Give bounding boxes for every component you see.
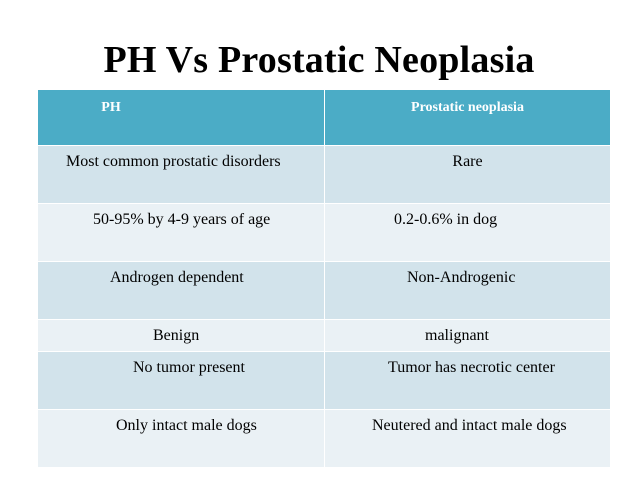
table-cell: Neutered and intact male dogs	[324, 409, 611, 468]
table-row: No tumor present Tumor has necrotic cent…	[37, 351, 611, 410]
table-row: Benign malignant	[37, 319, 611, 352]
table-cell: Non-Androgenic	[324, 261, 611, 320]
cell-text: Neutered and intact male dogs	[372, 417, 567, 434]
table-row: Androgen dependent Non-Androgenic	[37, 261, 611, 320]
table-cell: Tumor has necrotic center	[324, 351, 611, 410]
table-cell: 50-95% by 4-9 years of age	[37, 203, 325, 262]
comparison-table: PH Prostatic neoplasia Most common prost…	[37, 89, 611, 468]
cell-text: Androgen dependent	[110, 269, 244, 286]
cell-text: No tumor present	[133, 359, 245, 376]
table-cell: No tumor present	[37, 351, 325, 410]
table-header-row: PH Prostatic neoplasia	[37, 89, 611, 146]
table-cell: Androgen dependent	[37, 261, 325, 320]
cell-text: Non-Androgenic	[407, 269, 516, 286]
header-ph: PH	[37, 89, 325, 146]
table-cell: Most common prostatic disorders	[37, 145, 325, 204]
cell-text: malignant	[425, 327, 489, 344]
table-row: 50-95% by 4-9 years of age 0.2-0.6% in d…	[37, 203, 611, 262]
header-ph-label: PH	[101, 100, 121, 115]
cell-text: Benign	[153, 327, 200, 344]
slide-title: PH Vs Prostatic Neoplasia	[103, 39, 535, 81]
table-row: Only intact male dogs Neutered and intac…	[37, 409, 611, 468]
cell-text: Tumor has necrotic center	[388, 359, 555, 376]
header-prostatic-neoplasia-label: Prostatic neoplasia	[411, 100, 524, 115]
table-cell: malignant	[324, 319, 611, 352]
cell-text: Only intact male dogs	[116, 417, 257, 434]
table-row: Most common prostatic disorders Rare	[37, 145, 611, 204]
cell-text: 50-95% by 4-9 years of age	[93, 211, 271, 228]
cell-text: Most common prostatic disorders	[66, 153, 281, 170]
header-prostatic-neoplasia: Prostatic neoplasia	[324, 89, 611, 146]
table-cell: Benign	[37, 319, 325, 352]
table-cell: 0.2-0.6% in dog	[324, 203, 611, 262]
cell-text: Rare	[452, 153, 483, 170]
table-cell: Only intact male dogs	[37, 409, 325, 468]
cell-text: 0.2-0.6% in dog	[394, 211, 498, 228]
table-cell: Rare	[324, 145, 611, 204]
